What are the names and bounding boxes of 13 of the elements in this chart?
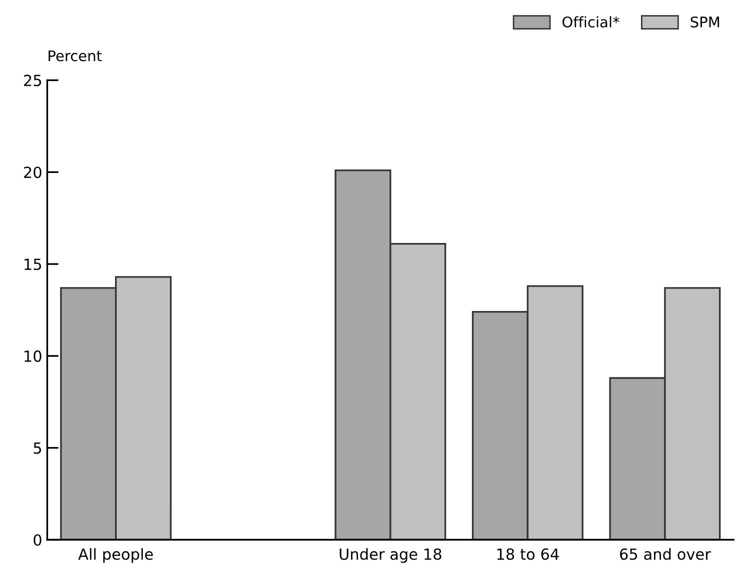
x-tick-label: Under age 18 [340,548,442,563]
y-tick-label: 10 [24,350,42,362]
y-tick-label: 15 [24,258,42,270]
x-tick-label: 18 to 64 [497,548,559,560]
legend-label: Official* [562,16,620,28]
y-tick-label: 20 [24,166,42,178]
y-axis-title: Percent [48,50,102,62]
x-tick-label: 65 and over [620,548,711,560]
y-tick-label: 5 [34,442,42,454]
legend-label: SPM [690,16,720,28]
y-tick-label: 25 [24,74,42,86]
y-tick-label: 0 [34,534,42,546]
x-tick-label: All people [78,548,153,563]
